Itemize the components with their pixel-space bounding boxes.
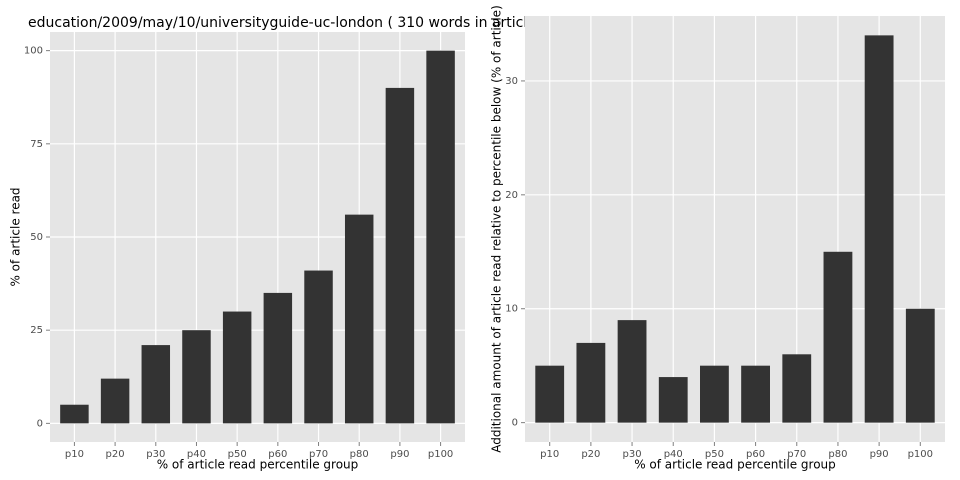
y-axis-label: Additional amount of article read relati…	[490, 5, 504, 453]
x-axis-label: % of article read percentile group	[634, 458, 836, 472]
x-tick-label: p90	[390, 449, 409, 460]
bar	[263, 292, 293, 424]
bar	[823, 251, 853, 423]
x-tick-label: p60	[746, 449, 765, 460]
x-tick-label: p90	[870, 449, 889, 460]
bar	[576, 342, 606, 423]
bar	[100, 378, 130, 424]
x-tick-label: p20	[581, 449, 600, 460]
bar	[222, 311, 252, 424]
y-tick-label: 25	[30, 325, 43, 336]
bar	[385, 87, 415, 424]
chart-title: education/2009/may/10/universityguide-uc…	[28, 15, 536, 31]
bar	[60, 404, 89, 424]
y-tick-label: 50	[30, 232, 43, 243]
bar	[304, 270, 333, 424]
bar	[658, 377, 688, 423]
x-tick-label: p50	[705, 449, 724, 460]
bar	[700, 365, 729, 423]
x-tick-label: p40	[664, 449, 683, 460]
x-tick-label: p70	[787, 449, 806, 460]
x-tick-label: p10	[65, 449, 84, 460]
bar	[535, 365, 565, 423]
bar	[782, 354, 812, 423]
y-tick-label: 30	[505, 76, 518, 87]
x-tick-label: p100	[428, 449, 453, 460]
x-tick-label: p70	[309, 449, 328, 460]
x-tick-label: p10	[540, 449, 559, 460]
x-tick-label: p100	[908, 449, 933, 460]
x-tick-label: p30	[146, 449, 165, 460]
x-tick-label: p20	[106, 449, 125, 460]
x-tick-label: p50	[228, 449, 247, 460]
x-axis-label: % of article read percentile group	[157, 458, 359, 472]
x-tick-label: p60	[268, 449, 287, 460]
bar	[426, 50, 455, 424]
bar	[864, 35, 894, 423]
bar	[182, 330, 211, 424]
bar	[617, 320, 647, 423]
bar	[905, 308, 935, 423]
bar	[344, 214, 374, 424]
bar	[141, 345, 171, 424]
y-tick-label: 20	[505, 190, 518, 201]
y-axis-label: % of article read	[9, 187, 23, 286]
x-tick-label: p40	[187, 449, 206, 460]
y-tick-label: 0	[512, 418, 518, 429]
x-tick-label: p30	[623, 449, 642, 460]
x-tick-label: p80	[828, 449, 847, 460]
y-tick-label: 100	[24, 46, 43, 57]
y-tick-label: 0	[37, 418, 43, 429]
y-tick-label: 75	[30, 139, 43, 150]
x-tick-label: p80	[350, 449, 369, 460]
bar	[741, 365, 770, 423]
y-tick-label: 10	[505, 304, 518, 315]
